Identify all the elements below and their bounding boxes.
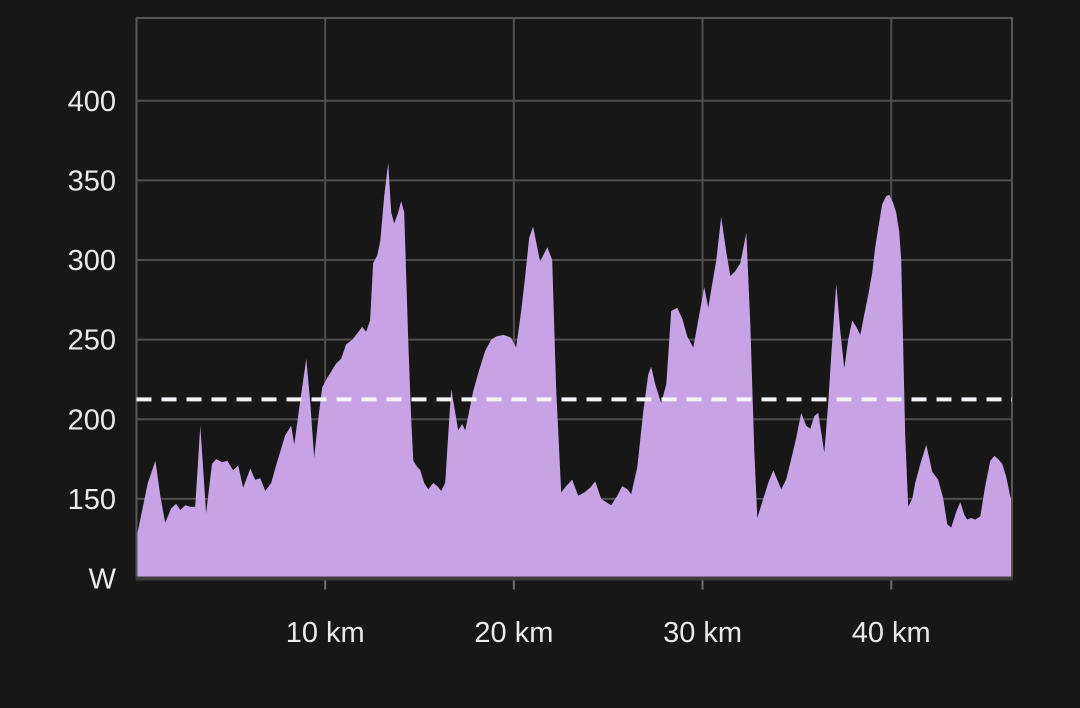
- y-axis-tick-label: 300: [68, 245, 116, 277]
- y-axis-tick-label: 400: [68, 86, 116, 118]
- y-axis-tick-label: 200: [68, 404, 116, 436]
- y-axis-tick-label: 150: [68, 484, 116, 516]
- power-area-fill: [137, 162, 1013, 579]
- x-axis-tick-label: 30 km: [663, 617, 742, 649]
- x-axis-tick-label: 20 km: [474, 617, 553, 649]
- x-axis-tick-label: 10 km: [286, 617, 365, 649]
- x-axis-tick-label: 40 km: [852, 617, 931, 649]
- y-axis-unit-label: W: [89, 564, 117, 596]
- y-axis-tick-label: 250: [68, 325, 116, 357]
- y-axis-tick-label: 350: [68, 165, 116, 197]
